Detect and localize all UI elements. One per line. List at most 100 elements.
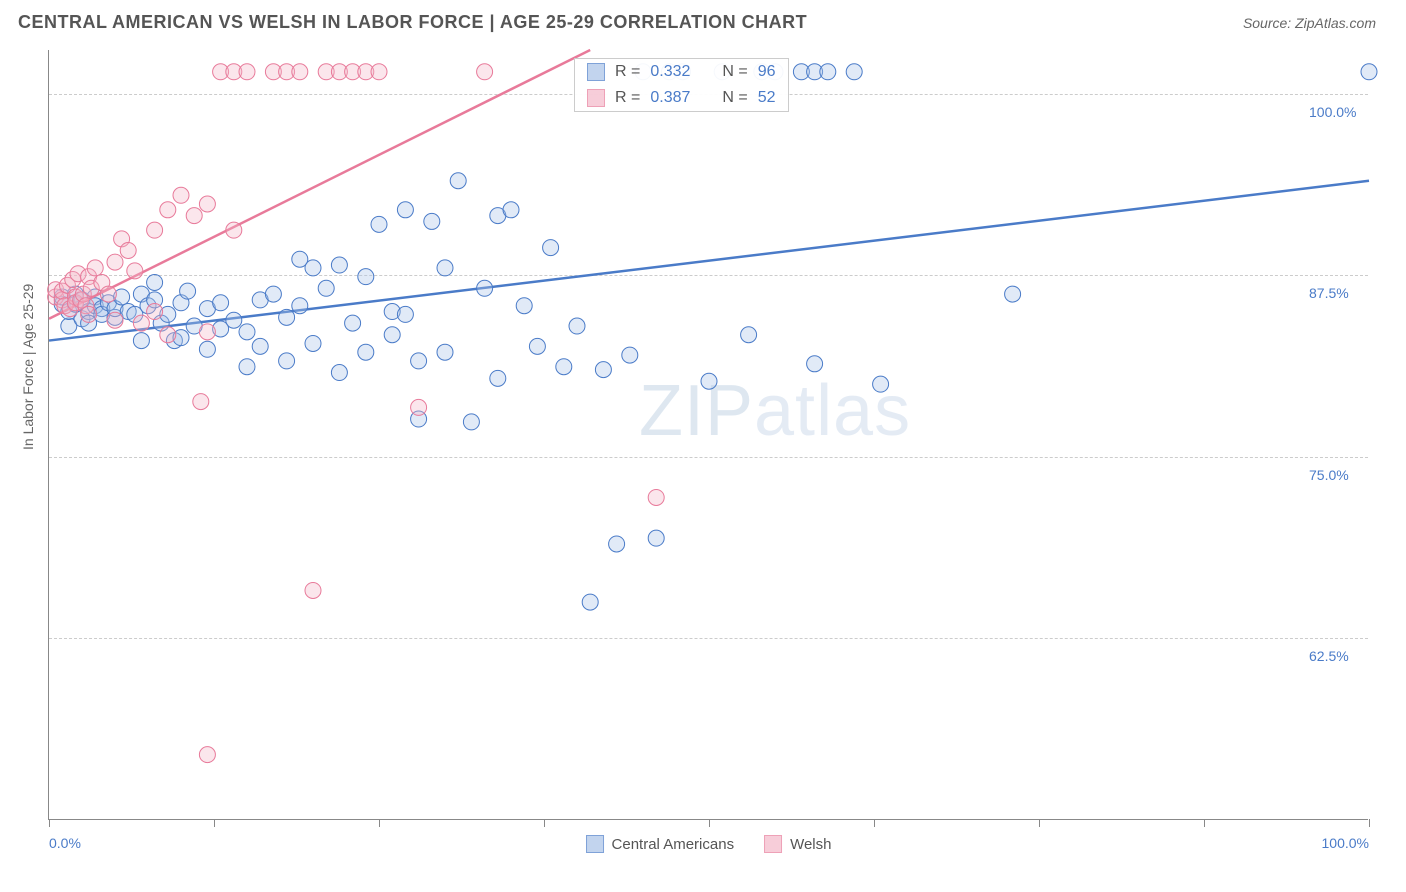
- stats-row: R = 0.387 N = 52: [575, 85, 788, 111]
- data-point: [411, 353, 427, 369]
- data-point: [292, 64, 308, 80]
- chart-title: CENTRAL AMERICAN VS WELSH IN LABOR FORCE…: [18, 12, 807, 33]
- data-point: [397, 202, 413, 218]
- data-point: [569, 318, 585, 334]
- data-point: [648, 489, 664, 505]
- legend-label: Central Americans: [612, 836, 735, 853]
- legend-label: Welsh: [790, 836, 831, 853]
- data-point: [107, 254, 123, 270]
- x-tick: [544, 819, 545, 827]
- source-label: Source: ZipAtlas.com: [1243, 15, 1376, 31]
- data-point: [120, 242, 136, 258]
- data-point: [1005, 286, 1021, 302]
- data-point: [239, 359, 255, 375]
- trend-line: [49, 50, 590, 319]
- legend-item: Welsh: [764, 835, 831, 853]
- data-point: [331, 365, 347, 381]
- data-point: [397, 306, 413, 322]
- data-point: [279, 309, 295, 325]
- data-point: [239, 64, 255, 80]
- data-point: [503, 202, 519, 218]
- data-point: [133, 333, 149, 349]
- data-point: [252, 338, 268, 354]
- data-point: [81, 306, 97, 322]
- data-point: [411, 399, 427, 415]
- data-point: [582, 594, 598, 610]
- data-point: [820, 64, 836, 80]
- data-point: [160, 327, 176, 343]
- stat-r-value: 0.332: [650, 63, 690, 81]
- data-point: [437, 260, 453, 276]
- data-point: [437, 344, 453, 360]
- data-point: [701, 373, 717, 389]
- data-point: [490, 370, 506, 386]
- trend-line: [49, 181, 1369, 341]
- data-point: [371, 216, 387, 232]
- data-point: [239, 324, 255, 340]
- x-tick: [214, 819, 215, 827]
- data-point: [477, 280, 493, 296]
- data-point: [873, 376, 889, 392]
- data-point: [147, 274, 163, 290]
- data-point: [226, 312, 242, 328]
- stat-n-label: N =: [722, 63, 747, 81]
- stat-n-value: 52: [758, 89, 776, 107]
- data-point: [160, 202, 176, 218]
- data-point: [463, 414, 479, 430]
- legend-item: Central Americans: [586, 835, 735, 853]
- data-point: [622, 347, 638, 363]
- data-point: [318, 280, 334, 296]
- data-point: [741, 327, 757, 343]
- y-axis-title: In Labor Force | Age 25-29: [20, 284, 36, 450]
- data-point: [292, 298, 308, 314]
- x-tick: [1039, 819, 1040, 827]
- data-point: [100, 286, 116, 302]
- data-point: [199, 747, 215, 763]
- series-swatch: [587, 63, 605, 81]
- data-point: [371, 64, 387, 80]
- data-point: [305, 335, 321, 351]
- legend-swatch: [586, 835, 604, 853]
- stats-box: R = 0.332 N = 96 R = 0.387 N = 52: [574, 58, 789, 112]
- data-point: [226, 222, 242, 238]
- data-point: [609, 536, 625, 552]
- data-point: [180, 283, 196, 299]
- x-tick-label: 100.0%: [1322, 835, 1369, 851]
- x-tick: [709, 819, 710, 827]
- data-point: [199, 196, 215, 212]
- data-point: [305, 582, 321, 598]
- x-tick: [379, 819, 380, 827]
- x-tick: [1204, 819, 1205, 827]
- data-point: [846, 64, 862, 80]
- data-point: [87, 260, 103, 276]
- data-point: [529, 338, 545, 354]
- data-point: [358, 269, 374, 285]
- x-tick: [1369, 819, 1370, 827]
- stat-r-label: R =: [615, 89, 640, 107]
- data-point: [147, 222, 163, 238]
- data-point: [384, 327, 400, 343]
- x-tick: [49, 819, 50, 827]
- scatter-svg: [49, 50, 1368, 819]
- legend-swatch: [764, 835, 782, 853]
- stat-n-value: 96: [758, 63, 776, 81]
- stats-row: R = 0.332N = 96: [575, 59, 788, 85]
- data-point: [127, 263, 143, 279]
- data-point: [199, 324, 215, 340]
- data-point: [345, 315, 361, 331]
- data-point: [193, 394, 209, 410]
- data-point: [213, 295, 229, 311]
- data-point: [279, 353, 295, 369]
- legend: Central Americans Welsh: [586, 835, 832, 853]
- stat-r-value: 0.387: [650, 89, 690, 107]
- data-point: [595, 362, 611, 378]
- data-point: [648, 530, 664, 546]
- data-point: [543, 240, 559, 256]
- data-point: [424, 213, 440, 229]
- data-point: [199, 341, 215, 357]
- plot-area: 62.5%75.0%87.5%100.0%0.0%100.0% ZIPatlas…: [48, 50, 1368, 820]
- stat-n-label: N =: [722, 89, 747, 107]
- x-tick: [874, 819, 875, 827]
- data-point: [133, 315, 149, 331]
- data-point: [516, 298, 532, 314]
